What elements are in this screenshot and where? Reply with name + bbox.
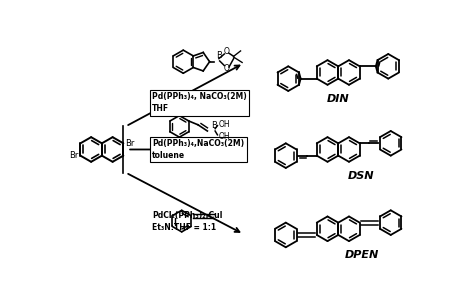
Text: DIN: DIN [327, 94, 349, 104]
Text: B: B [211, 121, 217, 130]
Text: Pd(PPh₃)₄, NaCO₃(2M)
THF: Pd(PPh₃)₄, NaCO₃(2M) THF [152, 92, 247, 113]
Text: PdCl₂(PPh₃)₂,CuI
Et₃N:THF = 1:1: PdCl₂(PPh₃)₂,CuI Et₃N:THF = 1:1 [152, 211, 223, 232]
Text: B: B [216, 51, 222, 60]
Text: Br: Br [125, 139, 134, 148]
Text: OH: OH [218, 132, 230, 141]
Text: DPEN: DPEN [345, 250, 379, 260]
Text: Pd(PPh₃)₄,NaCO₃(2M)
toluene: Pd(PPh₃)₄,NaCO₃(2M) toluene [152, 139, 245, 160]
Text: OH: OH [218, 120, 230, 128]
Text: O: O [224, 64, 229, 73]
Text: Br: Br [69, 151, 78, 160]
Text: DSN: DSN [348, 171, 375, 181]
Text: O: O [224, 47, 229, 56]
